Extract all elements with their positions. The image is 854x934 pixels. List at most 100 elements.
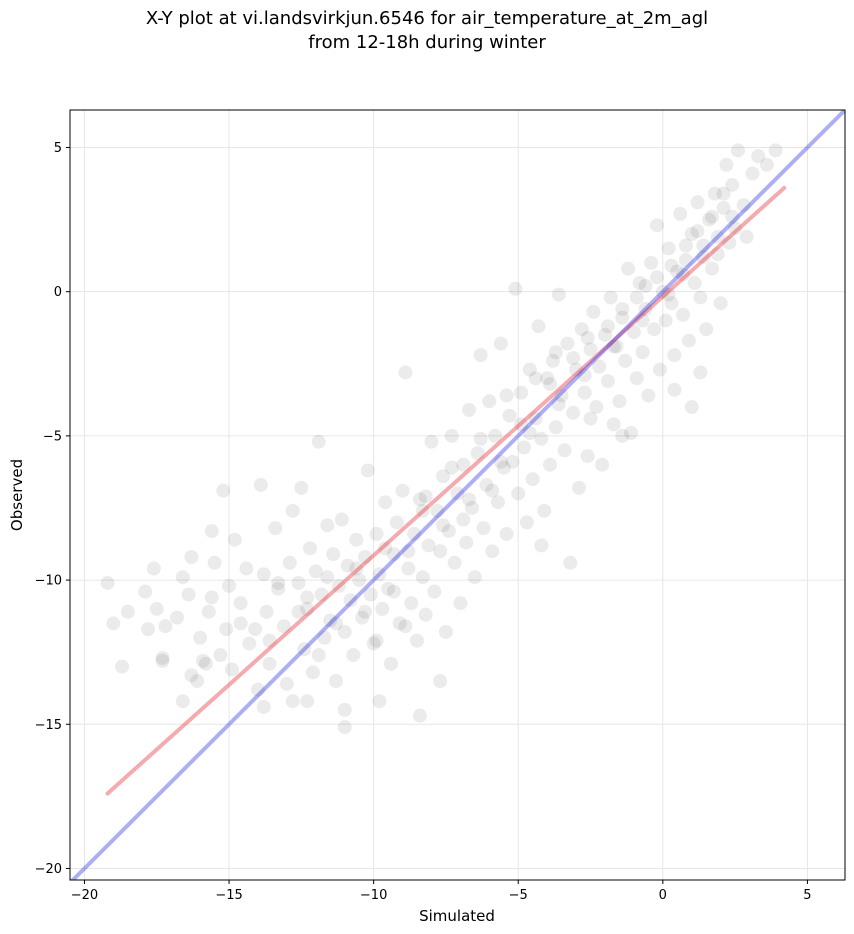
data-point xyxy=(412,492,427,507)
data-point xyxy=(716,186,731,201)
data-point xyxy=(169,610,184,625)
data-point xyxy=(548,345,563,360)
data-point xyxy=(248,622,263,637)
data-point xyxy=(305,665,320,680)
data-point xyxy=(528,411,543,426)
data-point xyxy=(493,454,508,469)
data-point xyxy=(768,143,783,158)
data-point xyxy=(595,457,610,472)
data-point xyxy=(285,694,300,709)
data-point xyxy=(453,596,468,611)
data-point xyxy=(508,281,523,296)
data-point xyxy=(369,526,384,541)
data-point xyxy=(615,310,630,325)
data-point xyxy=(311,648,326,663)
data-point xyxy=(557,443,572,458)
data-point xyxy=(369,633,384,648)
data-point xyxy=(577,368,592,383)
data-point xyxy=(233,596,248,611)
data-point xyxy=(375,601,390,616)
data-point xyxy=(381,581,396,596)
data-point xyxy=(716,201,731,216)
data-point xyxy=(493,336,508,351)
data-point xyxy=(100,575,115,590)
data-point xyxy=(603,290,618,305)
data-point xyxy=(378,495,393,510)
data-point xyxy=(331,578,346,593)
data-point xyxy=(661,287,676,302)
data-point xyxy=(650,270,665,285)
data-point xyxy=(372,567,387,582)
data-point xyxy=(366,636,381,651)
data-point xyxy=(488,428,503,443)
data-point xyxy=(540,371,555,386)
data-point xyxy=(490,495,505,510)
data-point xyxy=(204,590,219,605)
x-axis-ticks: −20 −15 −10 −5 0 5 xyxy=(71,880,812,903)
data-point xyxy=(473,348,488,363)
data-point xyxy=(256,699,271,714)
data-point xyxy=(728,221,743,236)
data-point xyxy=(433,544,448,559)
data-point xyxy=(308,564,323,579)
data-point xyxy=(436,469,451,484)
data-point xyxy=(196,653,211,668)
data-point xyxy=(577,385,592,400)
data-point xyxy=(386,547,401,562)
data-point xyxy=(444,460,459,475)
data-point xyxy=(207,555,222,570)
data-point xyxy=(115,659,130,674)
data-point xyxy=(690,195,705,210)
data-point xyxy=(401,544,416,559)
data-point xyxy=(681,333,696,348)
data-point xyxy=(514,417,529,432)
data-point xyxy=(751,149,766,164)
data-point xyxy=(661,241,676,256)
data-point xyxy=(543,457,558,472)
data-point xyxy=(531,319,546,334)
data-point xyxy=(190,674,205,689)
data-point xyxy=(343,593,358,608)
data-point xyxy=(239,561,254,576)
data-point xyxy=(155,653,170,668)
data-point xyxy=(739,229,754,244)
data-point xyxy=(719,157,734,172)
data-point xyxy=(670,264,685,279)
data-point xyxy=(352,573,367,588)
plot-frame xyxy=(69,109,846,881)
data-point xyxy=(329,616,344,631)
data-point xyxy=(615,301,630,316)
data-point xyxy=(256,567,271,582)
series-line-identity xyxy=(70,110,845,880)
data-point xyxy=(436,518,451,533)
data-point xyxy=(201,604,216,619)
data-point xyxy=(447,555,462,570)
data-point xyxy=(138,584,153,599)
data-point xyxy=(499,526,514,541)
data-point xyxy=(456,457,471,472)
data-point xyxy=(222,578,237,593)
data-point xyxy=(329,674,344,689)
data-point xyxy=(710,229,725,244)
data-point xyxy=(690,224,705,239)
data-point xyxy=(337,720,352,735)
data-point xyxy=(621,261,636,276)
data-point xyxy=(629,371,644,386)
data-point xyxy=(569,362,584,377)
data-point xyxy=(357,604,372,619)
data-point xyxy=(271,575,286,590)
grid xyxy=(70,110,845,880)
data-point xyxy=(476,521,491,536)
x-tick-label: 0 xyxy=(659,888,667,903)
data-point xyxy=(635,313,650,328)
data-point xyxy=(514,385,529,400)
data-point xyxy=(618,353,633,368)
data-point xyxy=(421,538,436,553)
data-point xyxy=(412,708,427,723)
data-point xyxy=(227,532,242,547)
data-point xyxy=(415,503,430,518)
data-point xyxy=(566,351,581,366)
data-point xyxy=(462,492,477,507)
data-point xyxy=(450,486,465,501)
data-point xyxy=(479,477,494,492)
